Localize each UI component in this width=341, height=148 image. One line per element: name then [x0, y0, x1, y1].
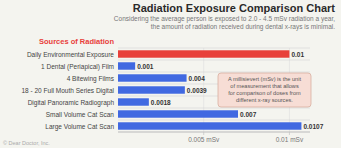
data-label: 0.007: [240, 111, 257, 118]
background: [0, 0, 341, 148]
tick-mark: [289, 132, 290, 135]
title: Radiation Exposure Comparison Chart: [133, 2, 336, 14]
data-label: 0.004: [189, 75, 206, 82]
row-separator: [118, 108, 310, 109]
x-axis: [118, 132, 310, 133]
bar: [118, 98, 149, 105]
bar: [118, 62, 135, 69]
bar: [118, 110, 238, 117]
annotation-line: A millisievert (mSv) is the unit: [228, 76, 301, 82]
annotation-line: for comparison of doses from: [228, 90, 301, 96]
category-label: Digital Panoramic Radiograph: [28, 99, 115, 107]
bar: [118, 50, 289, 57]
tick-label: 0.01 mSv: [276, 136, 304, 143]
data-label: 0.0107: [303, 123, 323, 130]
category-label: 1 Dental (Periapical) Film: [41, 63, 114, 71]
row-separator: [118, 48, 310, 49]
tick-label: 0.005 mSv: [188, 136, 220, 143]
tick-mark: [203, 132, 204, 135]
bars: [118, 50, 301, 129]
category-label: 4 Bitewing Films: [67, 75, 115, 83]
data-label: 0.001: [137, 63, 154, 70]
annotation-line: of measurement that allows: [230, 83, 299, 89]
axis-label: Sources of Radiation: [39, 37, 114, 46]
category-label: Daily Environmental Exposure: [27, 51, 114, 59]
row-separator: [118, 132, 310, 133]
subtitle-line: the amount of radiation received during …: [151, 23, 335, 31]
annotation: A millisievert (mSv) is the unitof measu…: [228, 76, 301, 103]
bar: [118, 122, 301, 129]
chart: Radiation Exposure Comparison ChartConsi…: [0, 0, 341, 148]
row-separator: [118, 72, 310, 73]
annotation-line: different x-ray sources.: [236, 97, 293, 103]
row-separator: [118, 120, 310, 121]
data-label: 0.01: [291, 51, 304, 58]
row-separator: [118, 60, 310, 61]
bar: [118, 74, 187, 81]
category-label: Large Volume Cat Scan: [45, 123, 114, 131]
category-label: Small Volume Cat Scan: [46, 111, 115, 118]
bar: [118, 86, 185, 93]
annotation-box: [218, 73, 311, 107]
data-label: 0.0039: [187, 87, 207, 94]
category-label: 18 - 20 Full Mouth Series Digital: [22, 87, 115, 95]
data-label: 0.0018: [151, 99, 171, 106]
footer: © Dear Doctor, Inc.: [3, 140, 50, 146]
subtitle: Considering the average person is expose…: [114, 15, 335, 31]
